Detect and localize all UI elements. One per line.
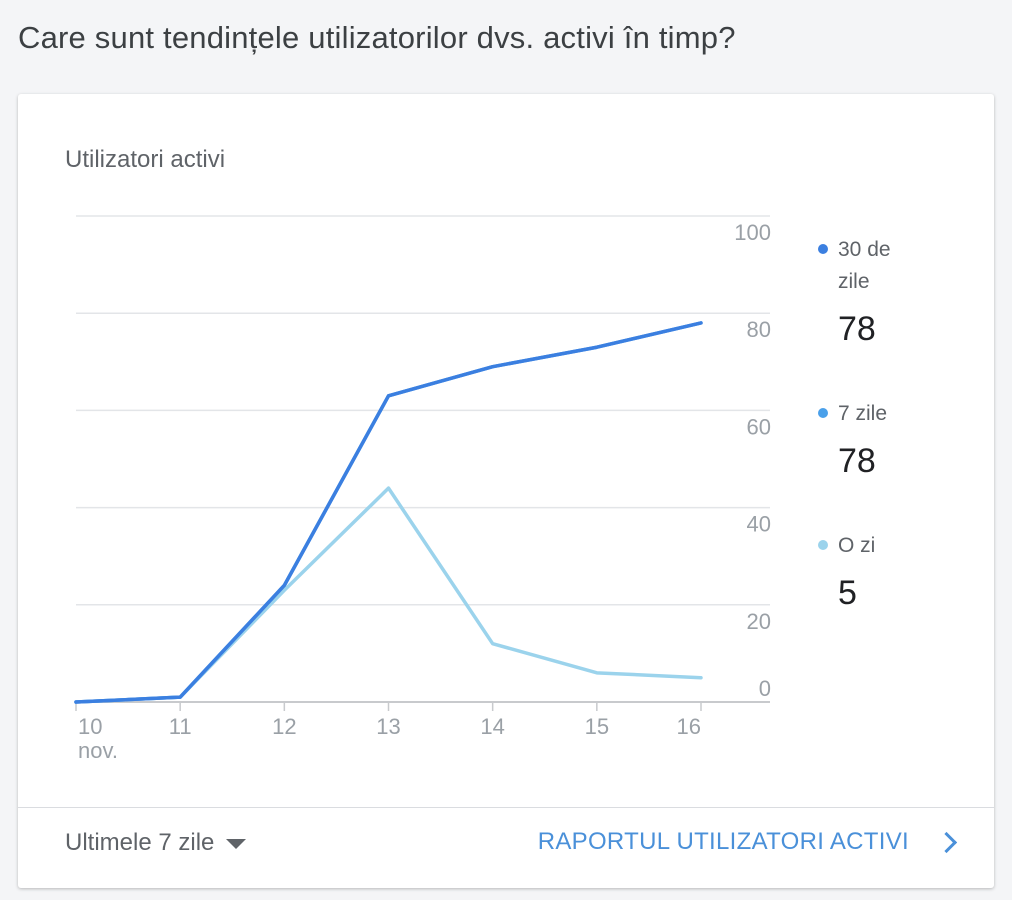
date-range-dropdown[interactable]: Ultimele 7 zile — [65, 829, 247, 857]
legend-dot-30-days — [818, 244, 828, 254]
chart-grid — [76, 215, 770, 703]
date-range-label: Ultimele 7 zile — [65, 829, 215, 856]
legend-value-1-day: 5 — [838, 574, 857, 612]
legend-dot-7-days — [818, 408, 828, 418]
y-tick-label-100: 100 — [734, 220, 771, 245]
y-tick-label-60: 60 — [747, 414, 771, 439]
y-axis-ticks: 0 20 40 60 80 100 — [734, 220, 771, 701]
active-users-card: Utilizatori activi 0 20 40 60 80 100 10 11 12 13… — [18, 94, 994, 888]
legend-item-1-day: O zi 5 — [818, 530, 918, 613]
series-line-30-de-zile — [74, 321, 703, 704]
caret-down-icon — [226, 839, 247, 849]
card-title: Utilizatori activi — [65, 146, 226, 173]
x-tick-label-11: 11 — [169, 714, 192, 739]
legend-dot-1-day — [818, 540, 828, 550]
active-users-report-link[interactable]: RAPORTUL UTILIZATORI ACTIVI — [537, 828, 958, 856]
x-tick-label-13: 13 — [376, 714, 400, 739]
y-tick-label-40: 40 — [747, 512, 771, 537]
series-line-o-zi — [74, 486, 703, 704]
legend-label-30-days: 30 de zile — [838, 238, 891, 293]
x-tick-label-16: 16 — [677, 714, 701, 739]
x-tick-label-10: 10 — [78, 714, 102, 739]
active-users-chart: 0 20 40 60 80 100 10 11 12 13 14 15 16 nov. — [74, 215, 771, 763]
series-line-7-zile — [74, 321, 703, 704]
x-tick-label-12: 12 — [272, 714, 296, 739]
legend-label-1-day: O zi — [838, 534, 876, 557]
y-tick-label-0: 0 — [759, 676, 771, 701]
x-axis-ticks: 10 11 12 13 14 15 16 nov. — [75, 702, 702, 763]
chart-series — [74, 321, 703, 704]
y-tick-label-80: 80 — [747, 317, 771, 342]
report-link-label: RAPORTUL UTILIZATORI ACTIVI — [537, 828, 909, 855]
legend-item-7-days: 7 zile 78 — [818, 398, 918, 481]
legend-value-30-days: 78 — [838, 310, 876, 348]
card-divider — [18, 807, 994, 808]
x-tick-label-14: 14 — [480, 714, 504, 739]
page-question: Care sunt tendințele utilizatorilor dvs.… — [18, 20, 736, 55]
chevron-right-icon — [935, 831, 958, 853]
y-tick-label-20: 20 — [747, 609, 771, 634]
x-axis-month-label: nov. — [78, 738, 118, 763]
legend-label-7-days: 7 zile — [838, 402, 888, 425]
legend-value-7-days: 78 — [838, 442, 876, 480]
legend-item-30-days: 30 de zile 78 — [818, 234, 918, 349]
x-tick-label-15: 15 — [585, 714, 609, 739]
